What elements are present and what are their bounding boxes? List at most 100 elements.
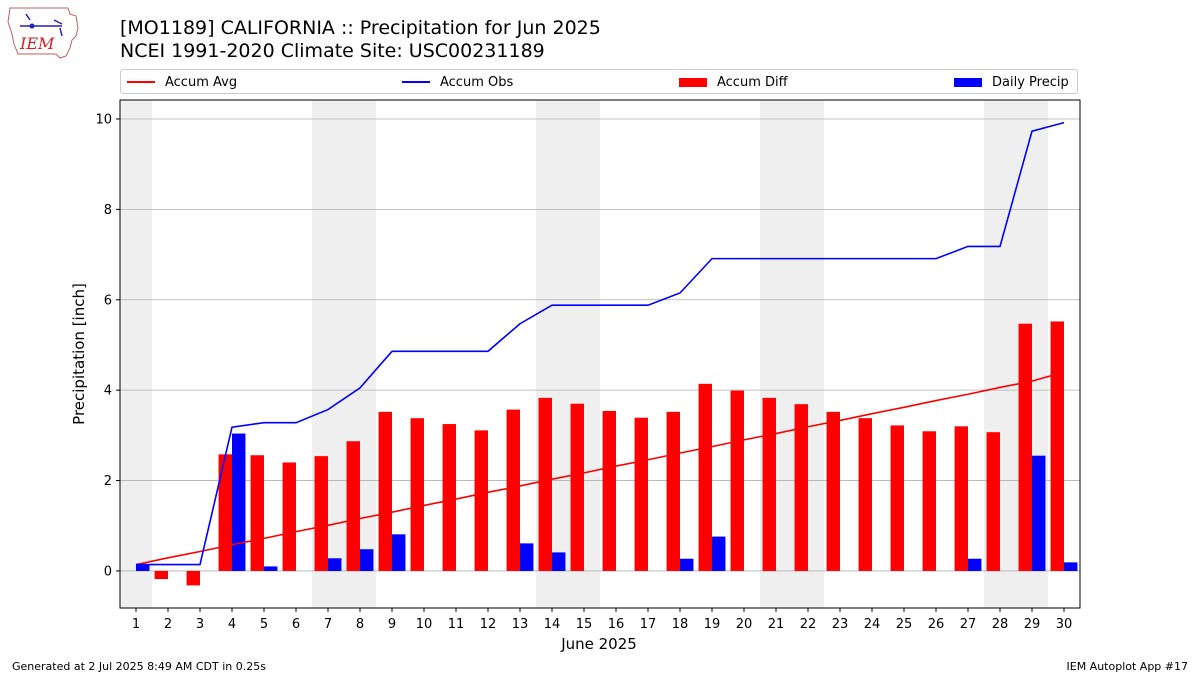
x-tick-label: 11: [448, 617, 465, 632]
legend-label-accum-obs: Accum Obs: [440, 74, 514, 90]
x-tick-label: 27: [960, 617, 977, 632]
daily-precip-bar: [392, 534, 406, 571]
accum-diff-bar: [794, 404, 808, 571]
daily-precip-bar: [1064, 562, 1078, 571]
x-axis-label: June 2025: [560, 635, 637, 653]
legend-label-accum-avg: Accum Avg: [165, 74, 238, 90]
legend-item-daily-precip: Daily Precip: [954, 74, 1069, 90]
y-tick-label: 8: [104, 203, 112, 218]
x-tick-label: 19: [704, 617, 721, 632]
x-tick-label: 12: [480, 617, 497, 632]
accum-diff-bar: [314, 456, 328, 571]
x-tick-label: 16: [608, 617, 625, 632]
x-tick-label: 8: [356, 617, 364, 632]
x-tick-label: 25: [896, 617, 913, 632]
accum-diff-bar: [410, 418, 424, 571]
footer-generated: Generated at 2 Jul 2025 8:49 AM CDT in 0…: [12, 660, 266, 673]
daily-precip-bar: [1032, 455, 1046, 571]
accum-diff-bar: [826, 411, 840, 571]
plot-frame: [119, 99, 1081, 609]
daily-precip-bar: [680, 558, 694, 571]
weekend-shade: [120, 100, 152, 608]
accum-diff-bar: [1018, 323, 1032, 571]
daily-precip-bar: [232, 433, 246, 571]
daily-precip-bar: [264, 566, 278, 571]
x-tick-label: 15: [576, 617, 593, 632]
daily-precip-bar: [712, 536, 726, 571]
accum-diff-bar: [506, 409, 520, 571]
legend-item-accum-diff: Accum Diff: [679, 74, 788, 90]
x-tick-label: 28: [992, 617, 1009, 632]
x-tick-label: 18: [672, 617, 689, 632]
accum-diff-bar: [346, 441, 360, 571]
x-tick-label: 9: [388, 617, 396, 632]
accum-diff-bar: [634, 417, 648, 571]
daily-precip-bar: [968, 558, 982, 571]
y-tick-label: 4: [104, 384, 112, 399]
accum-diff-bar: [442, 424, 456, 571]
accum-diff-bar: [378, 411, 392, 571]
legend-label-accum-diff: Accum Diff: [717, 74, 788, 90]
x-tick-label: 29: [1024, 617, 1041, 632]
x-tick-label: 17: [640, 617, 657, 632]
accum-diff-bar: [218, 454, 232, 571]
daily-precip-bar: [552, 552, 566, 571]
x-tick-label: 4: [228, 617, 236, 632]
accum-diff-bar: [858, 418, 872, 571]
chart-subtitle: NCEI 1991-2020 Climate Site: USC00231189: [120, 40, 545, 62]
accum-diff-bar: [154, 570, 168, 580]
y-tick-label: 0: [104, 564, 112, 579]
x-tick-label: 3: [196, 617, 204, 632]
accum-diff-bar: [890, 425, 904, 571]
accum-obs-line: [136, 121, 1065, 566]
x-tick-label: 30: [1056, 617, 1073, 632]
legend-item-accum-obs: Accum Obs: [402, 74, 513, 90]
chart-title: [MO1189] CALIFORNIA :: Precipitation for…: [120, 17, 601, 39]
x-tick-label: 1: [132, 617, 140, 632]
x-tick-label: 10: [416, 617, 433, 632]
accum-diff-bar: [250, 455, 264, 571]
iem-logo: IEM: [7, 7, 79, 59]
y-tick-label: 2: [104, 474, 112, 489]
accum-diff-bar: [986, 432, 1000, 571]
daily-precip-bar: [520, 543, 534, 571]
daily-precip-bar: [360, 549, 374, 571]
x-tick-label: 26: [928, 617, 945, 632]
x-tick-label: 13: [512, 617, 529, 632]
accum-avg-line: [135, 371, 1065, 566]
x-tick-label: 2: [164, 617, 172, 632]
y-tick-label: 10: [95, 112, 112, 127]
x-tick-label: 22: [800, 617, 817, 632]
accum-diff-bar: [730, 390, 744, 571]
daily-precip-bar: [136, 564, 150, 571]
x-tick-label: 23: [832, 617, 849, 632]
x-tick-label: 14: [544, 617, 561, 632]
accum-diff-bar: [602, 410, 616, 571]
x-tick-label: 24: [864, 617, 881, 632]
accum-diff-bar: [954, 426, 968, 571]
accum-diff-bar: [762, 397, 776, 571]
footer-app: IEM Autoplot App #17: [1066, 660, 1189, 673]
accum-diff-bar: [1050, 321, 1064, 571]
legend-label-daily-precip: Daily Precip: [992, 74, 1069, 90]
accum-diff-bar: [474, 430, 488, 571]
accum-diff-bar: [922, 431, 936, 571]
x-tick-label: 20: [736, 617, 753, 632]
x-tick-label: 6: [292, 617, 300, 632]
daily-precip-bar: [328, 558, 342, 571]
x-tick-label: 7: [324, 617, 332, 632]
legend-item-accum-avg: Accum Avg: [127, 74, 237, 90]
legend-swatch-accum-obs: [402, 81, 430, 83]
legend-swatch-accum-diff: [679, 77, 707, 87]
accum-diff-bar: [186, 570, 200, 586]
x-tick-label: 5: [260, 617, 268, 632]
accum-diff-bar: [698, 383, 712, 571]
accum-diff-bar: [282, 462, 296, 571]
accum-diff-bar: [538, 397, 552, 571]
y-axis-label: Precipitation [inch]: [70, 283, 88, 425]
y-tick-label: 6: [104, 293, 112, 308]
accum-diff-bar: [570, 403, 584, 571]
x-tick-label: 21: [768, 617, 785, 632]
accum-diff-bar: [666, 411, 680, 571]
